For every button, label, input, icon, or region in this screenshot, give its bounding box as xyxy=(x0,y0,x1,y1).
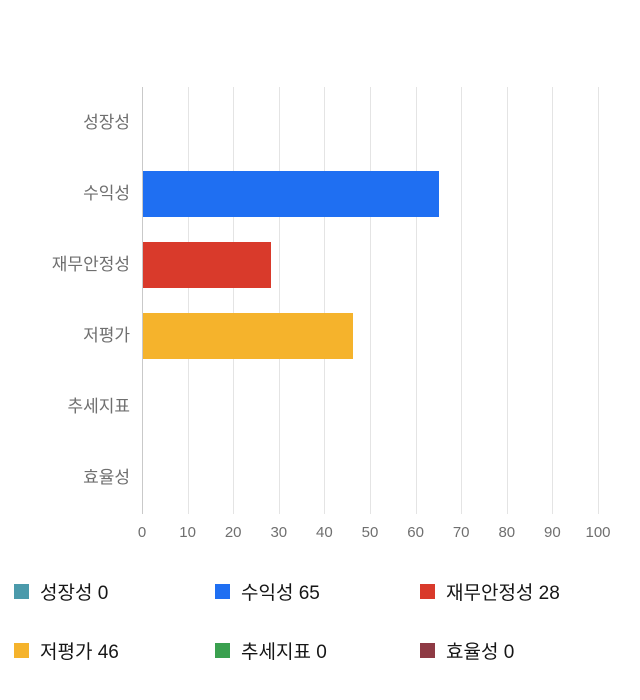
legend-label-efficiency: 효율성 0 xyxy=(446,642,515,663)
category-label-trend-indicator: 추세지표 xyxy=(67,397,130,417)
category-label-profitability: 수익성 xyxy=(83,183,130,203)
category-label-efficiency: 효율성 xyxy=(83,468,130,488)
bar-financial-stability xyxy=(143,241,271,288)
bar-profitability xyxy=(143,170,440,217)
legend-swatch-efficiency xyxy=(420,643,435,658)
legend-item-efficiency: 효율성 0 xyxy=(420,637,628,664)
legend: 성장성 0 수익성 65 재무안정성 28 저평가 46 추세지표 0 효율성 0 xyxy=(14,578,628,664)
gridline xyxy=(415,87,417,514)
gridline xyxy=(278,87,280,514)
category-label-growth: 성장성 xyxy=(83,112,130,132)
legend-item-undervaluation: 저평가 46 xyxy=(14,637,215,664)
x-tick-label-50: 50 xyxy=(361,524,379,541)
category-label-financial-stability: 재무안정성 xyxy=(51,254,130,274)
x-tick-label-0: 0 xyxy=(137,524,147,541)
legend-swatch-undervaluation xyxy=(14,643,29,658)
legend-swatch-trend-indicator xyxy=(215,643,230,658)
gridline xyxy=(461,87,463,514)
gridline xyxy=(552,87,554,514)
legend-label-financial-stability: 재무안정성 28 xyxy=(446,583,560,604)
x-tick-label-60: 60 xyxy=(407,524,424,541)
x-tick-label-20: 20 xyxy=(224,524,242,541)
gridline xyxy=(506,87,508,514)
legend-item-trend-indicator: 추세지표 0 xyxy=(215,637,420,664)
legend-label-growth: 성장성 0 xyxy=(40,583,109,604)
gridline xyxy=(324,87,326,514)
legend-item-financial-stability: 재무안정성 28 xyxy=(420,578,628,605)
gridline xyxy=(233,87,235,514)
legend-swatch-profitability xyxy=(215,584,230,599)
x-tick-label-100: 100 xyxy=(585,524,611,541)
plot-area xyxy=(142,87,599,514)
legend-swatch-financial-stability xyxy=(420,584,435,599)
x-tick-label-90: 90 xyxy=(544,524,561,541)
legend-label-profitability: 수익성 65 xyxy=(241,583,320,604)
legend-label-trend-indicator: 추세지표 0 xyxy=(241,642,327,663)
bar-undervaluation xyxy=(143,313,353,360)
category-label-undervaluation: 저평가 xyxy=(83,326,130,346)
legend-item-growth: 성장성 0 xyxy=(14,578,215,605)
x-tick-label-30: 30 xyxy=(270,524,288,541)
gridline xyxy=(187,87,189,514)
legend-label-undervaluation: 저평가 46 xyxy=(40,642,119,663)
gridline xyxy=(370,87,371,514)
x-tick-label-70: 70 xyxy=(452,524,470,541)
x-tick-label-80: 80 xyxy=(498,524,516,541)
x-tick-label-40: 40 xyxy=(316,524,333,541)
gridline xyxy=(598,87,599,514)
legend-item-profitability: 수익성 65 xyxy=(215,578,420,605)
legend-swatch-growth xyxy=(14,584,29,599)
x-tick-label-10: 10 xyxy=(179,524,196,541)
axis-baseline xyxy=(142,87,143,514)
